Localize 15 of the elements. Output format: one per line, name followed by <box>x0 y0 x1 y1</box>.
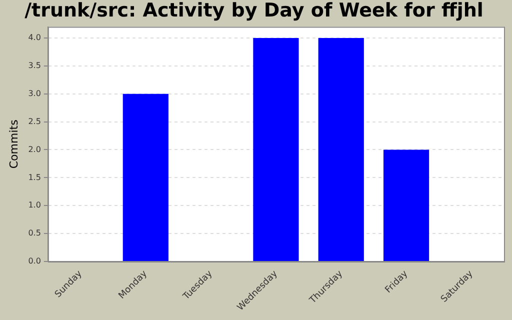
y-tick-label: 1.0 <box>28 200 41 210</box>
chart-title: /trunk/src: Activity by Day of Week for ffjhl <box>24 0 484 22</box>
bar <box>253 38 299 262</box>
y-tick-label: 1.5 <box>28 172 41 182</box>
bar <box>383 150 430 262</box>
bar <box>318 38 364 262</box>
y-tick-label: 4.0 <box>28 33 41 42</box>
y-tick-label: 2.0 <box>28 144 41 154</box>
bar <box>122 94 168 262</box>
y-tick-label: 0.5 <box>28 228 41 238</box>
y-tick-label: 3.0 <box>28 88 41 98</box>
y-tick-label: 3.5 <box>28 61 41 70</box>
y-tick-label: 0.0 <box>28 256 41 266</box>
y-tick-label: 2.5 <box>28 116 41 126</box>
y-axis-title: Commits <box>7 119 20 169</box>
